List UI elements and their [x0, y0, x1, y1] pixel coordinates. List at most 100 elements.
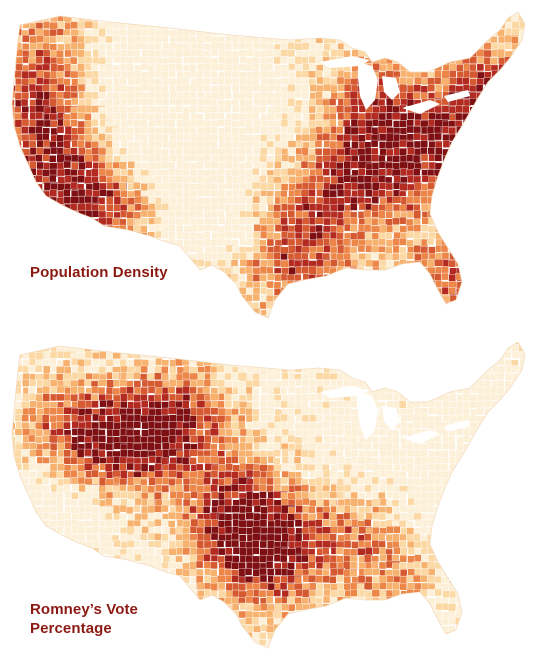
- county-tile: [245, 204, 253, 212]
- county-tile: [314, 140, 323, 148]
- county-tile: [511, 84, 519, 92]
- county-tile: [511, 168, 520, 177]
- county-tile: [12, 28, 15, 36]
- county-tile: [378, 22, 386, 30]
- county-tile: [56, 407, 64, 415]
- county-tile: [259, 202, 267, 211]
- county-tile: [112, 301, 120, 309]
- county-tile: [273, 98, 281, 106]
- county-tile: [127, 342, 135, 346]
- county-tile: [260, 134, 268, 142]
- county-tile: [231, 203, 239, 212]
- county-tile: [490, 450, 499, 458]
- county-tile: [441, 29, 456, 37]
- county-tile: [273, 12, 281, 16]
- county-tile: [169, 294, 184, 303]
- county-tile: [119, 302, 127, 310]
- county-tile: [146, 279, 155, 295]
- county-tile: [28, 358, 37, 366]
- county-tile: [14, 231, 22, 239]
- county-tile: [274, 161, 282, 169]
- county-tile: [231, 352, 239, 367]
- county-tile: [323, 352, 339, 361]
- county-tile: [211, 352, 226, 360]
- county-tile: [527, 259, 534, 266]
- county-tile: [134, 253, 149, 262]
- county-tile: [365, 266, 373, 275]
- county-tile: [29, 302, 44, 310]
- county-tile: [323, 442, 331, 450]
- county-tile: [204, 218, 212, 226]
- county-tile: [126, 345, 141, 353]
- county-tile: [414, 386, 422, 394]
- county-tile: [287, 155, 296, 163]
- county-tile: [302, 203, 311, 211]
- county-tile: [365, 456, 373, 464]
- county-tile: [526, 44, 533, 51]
- county-tile: [350, 224, 358, 232]
- county-tile: [433, 385, 449, 394]
- county-tile: [497, 175, 506, 183]
- county-tile: [69, 245, 85, 260]
- county-tile: [28, 83, 37, 92]
- county-tile: [469, 455, 485, 471]
- county-tile: [133, 345, 142, 353]
- county-tile: [239, 308, 247, 316]
- county-tile: [90, 393, 99, 402]
- county-tile: [378, 12, 386, 16]
- county-tile: [483, 456, 492, 464]
- county-tile: [420, 274, 428, 283]
- county-tile: [448, 477, 457, 486]
- county-tile: [266, 252, 274, 260]
- county-tile: [468, 366, 477, 374]
- county-tile: [294, 302, 302, 310]
- county-tile: [127, 43, 135, 51]
- county-tile: [267, 71, 275, 79]
- county-tile: [146, 12, 155, 17]
- county-tile: [77, 175, 86, 183]
- county-tile: [407, 27, 415, 36]
- county-tile: [386, 225, 394, 233]
- county-tile: [434, 34, 449, 43]
- county-tile: [12, 168, 17, 184]
- county-tile: [511, 71, 519, 79]
- county-tile: [22, 217, 37, 226]
- county-tile: [22, 287, 30, 295]
- county-tile: [407, 112, 415, 120]
- county-tile: [526, 450, 540, 457]
- county-tile: [420, 245, 428, 254]
- county-tile: [512, 429, 525, 438]
- county-tile: [477, 301, 485, 309]
- county-tile: [517, 379, 525, 387]
- county-tile: [14, 449, 22, 458]
- county-tile: [483, 316, 491, 318]
- county-tile: [470, 147, 479, 162]
- county-tile: [421, 345, 436, 354]
- county-tile: [204, 421, 212, 429]
- county-tile: [427, 358, 443, 373]
- county-tile: [470, 210, 478, 218]
- county-tile: [141, 105, 149, 114]
- county-tile: [491, 154, 499, 163]
- county-tile: [484, 218, 492, 227]
- county-tile: [252, 293, 260, 302]
- county-tile: [518, 422, 525, 430]
- county-tile: [231, 316, 247, 318]
- county-tile: [183, 42, 191, 51]
- county-tile: [12, 478, 16, 486]
- county-tile: [113, 14, 121, 22]
- county-tile: [182, 253, 191, 262]
- county-tile: [259, 407, 268, 415]
- county-tile: [469, 223, 477, 232]
- county-tile: [407, 413, 415, 422]
- county-tile: [98, 91, 106, 100]
- county-tile: [322, 50, 330, 58]
- county-tile: [498, 401, 507, 409]
- county-tile: [470, 259, 479, 274]
- county-tile: [281, 344, 296, 352]
- county-tile: [57, 463, 65, 471]
- county-tile: [469, 345, 485, 353]
- county-tile: [141, 315, 149, 318]
- county-tile: [335, 126, 344, 134]
- county-tile: [456, 42, 465, 50]
